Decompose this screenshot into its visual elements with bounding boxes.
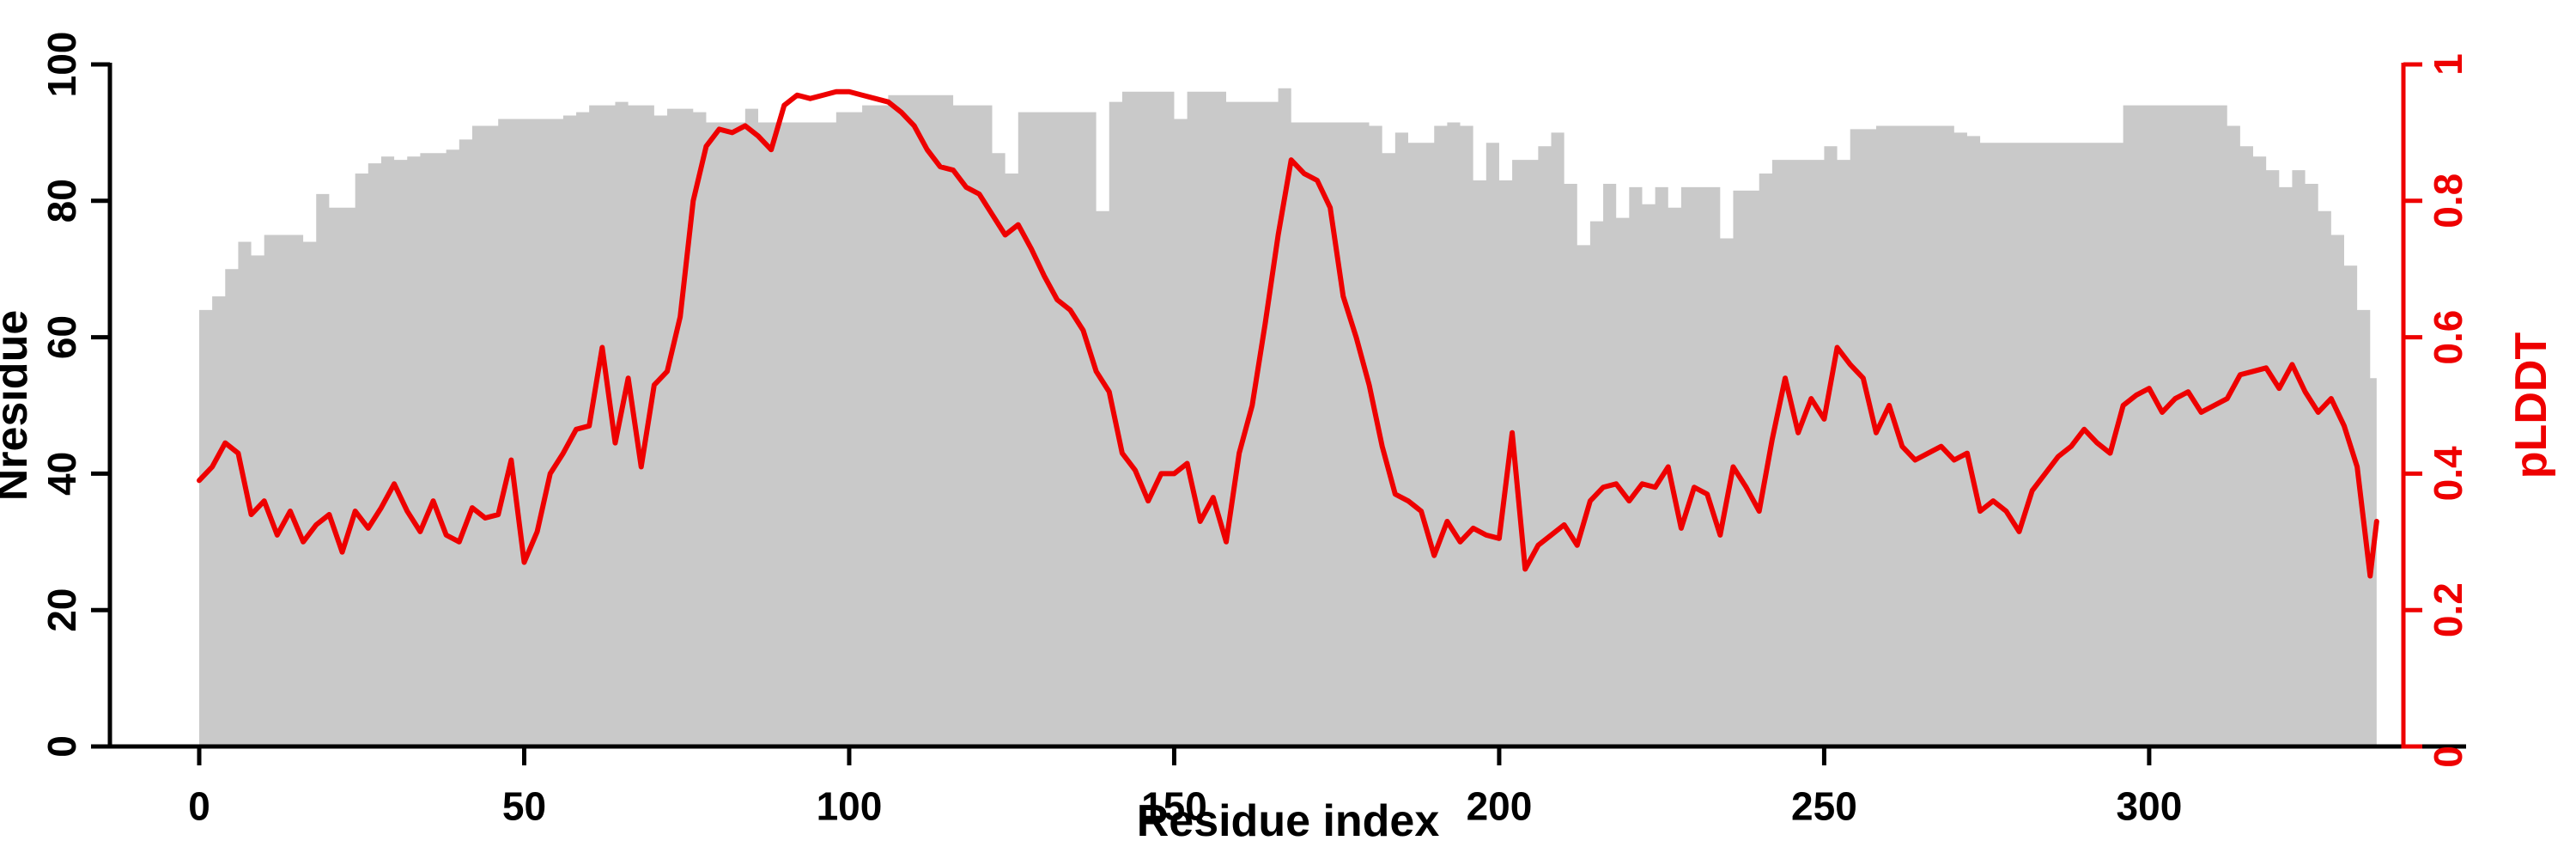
y-right-tick-label: 0.4	[2426, 446, 2470, 501]
y-right-tick-label: 0.8	[2426, 174, 2470, 228]
y-left-tick-label: 20	[39, 588, 84, 632]
y-right-tick-label: 0	[2426, 746, 2470, 768]
x-tick-label: 150	[1141, 784, 1207, 829]
plddt-line	[197, 88, 2379, 579]
nresidue-area	[199, 88, 2377, 747]
y-left-tick-label: 40	[39, 452, 84, 496]
y-axis-right-title: pLDDT	[2506, 332, 2556, 479]
y-right-tick-label: 0.6	[2426, 310, 2470, 365]
x-tick-label: 0	[188, 784, 210, 829]
x-tick-label: 300	[2117, 784, 2183, 829]
y-left-tick-label: 0	[39, 735, 84, 758]
y-right-tick-label: 1	[2426, 53, 2470, 76]
x-tick-label: 250	[1791, 784, 1857, 829]
y-axis-left-title: Nresidue	[0, 309, 37, 502]
x-axis-title: Residue index	[1136, 796, 1440, 846]
x-tick-label: 200	[1467, 784, 1533, 829]
x-tick-label: 100	[817, 784, 883, 829]
y-left-tick-label: 60	[39, 315, 84, 359]
y-left-tick-label: 100	[39, 32, 84, 98]
axes: 0 20 40 60 80 100 0 50 100 150 200 250 300 0 0.2 0.4 0.6…	[39, 32, 2470, 829]
y-left-tick-label: 80	[39, 179, 84, 222]
x-tick-label: 50	[502, 784, 546, 829]
y-right-tick-label: 0.2	[2426, 582, 2470, 637]
